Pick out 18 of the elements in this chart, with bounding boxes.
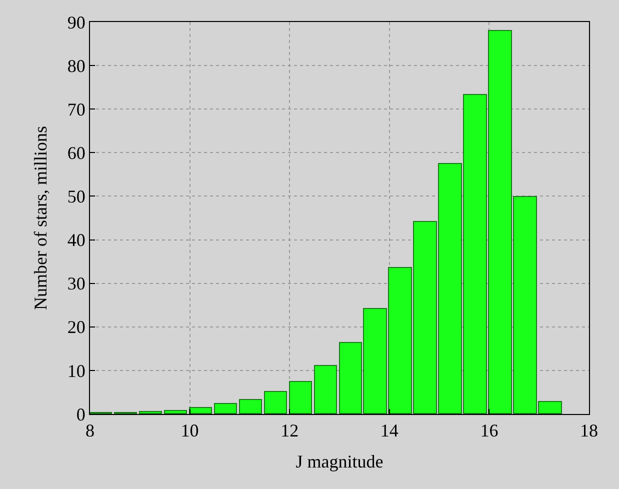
y-tick-label: 60 <box>67 142 86 163</box>
y-tick-label: 0 <box>76 404 86 424</box>
y-axis-title: Number of stars, millions <box>30 126 51 310</box>
y-tick-label: 40 <box>67 230 86 250</box>
x-axis-title: J magnitude <box>296 452 384 472</box>
y-tick-label: 20 <box>67 317 86 338</box>
x-tick-label: 8 <box>86 420 94 441</box>
y-tick-label: 70 <box>67 99 86 120</box>
x-tick-label: 10 <box>180 420 199 441</box>
y-tick-label: 80 <box>67 56 86 76</box>
y-tick-label: 90 <box>67 12 86 32</box>
x-tick-label: 16 <box>480 420 498 441</box>
y-tick-label: 50 <box>67 186 86 207</box>
y-tick-label: 30 <box>67 274 86 294</box>
y-tick-label: 10 <box>67 360 86 381</box>
x-tick-label: 12 <box>280 420 299 441</box>
x-tick-label: 14 <box>380 420 398 441</box>
x-tick-label: 18 <box>580 420 598 441</box>
